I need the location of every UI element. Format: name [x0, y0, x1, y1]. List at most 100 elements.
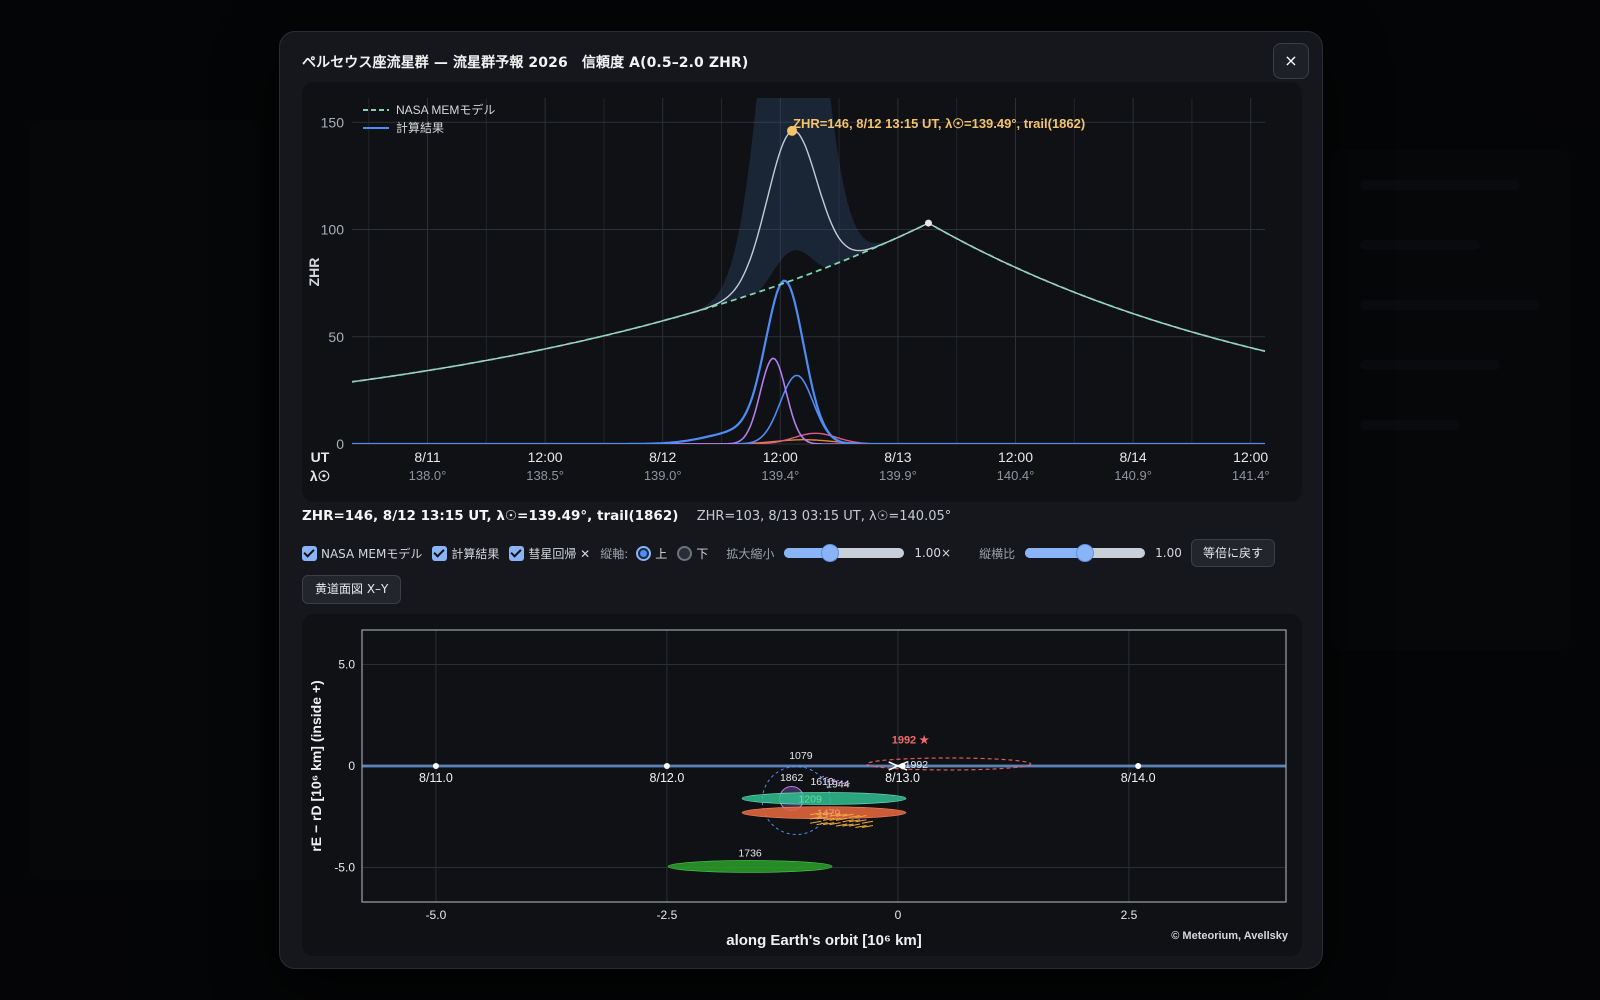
trail-particle: [822, 812, 835, 816]
readout: ZHR=146, 8/12 13:15 UT, λ☉=139.49°, trai…: [302, 508, 951, 524]
x-tick-label-ut: 8/14: [1119, 449, 1146, 465]
cross-marker-icon: [888, 761, 908, 771]
date-marker-dot[interactable]: [1135, 763, 1142, 769]
aspect-value: 1.00: [1155, 546, 1182, 560]
date-marker-dot[interactable]: [899, 763, 906, 769]
date-marker-dot[interactable]: [663, 763, 670, 769]
series-line-trail-a: [352, 357, 1265, 444]
trail-label[interactable]: 1079: [789, 750, 813, 762]
series-line-calc: [352, 279, 1265, 444]
zoom-slider[interactable]: [784, 544, 905, 562]
trail-particle: [848, 815, 861, 819]
trail-particle: [855, 824, 867, 828]
radio-down[interactable]: 下: [677, 545, 708, 562]
x-tick-label-lambda: 140.9°: [1114, 468, 1152, 483]
trail-label[interactable]: 1862: [780, 772, 804, 784]
trail-label[interactable]: 1209: [798, 793, 822, 805]
trail-label[interactable]: 1610: [810, 776, 834, 788]
uncertainty-band: [352, 98, 1265, 382]
zhr-chart-svg[interactable]: 0 50 100 150 8/11 138.0° 12:00 138.5° 8/12 139.0°…: [302, 82, 1302, 502]
radio-label: 下: [696, 546, 709, 561]
aspect-slider-handle[interactable]: [1076, 544, 1095, 562]
checkbox-label: 計算結果: [451, 546, 500, 561]
y-tick-label: 100: [321, 222, 345, 238]
x-axis-label-lambda: λ☉: [310, 468, 330, 484]
zoom-slider-handle[interactable]: [820, 544, 839, 562]
orbit-y-axis-label: rE − rD [10⁶ km] (inside +): [308, 680, 324, 851]
reset-scale-button[interactable]: 等倍に戻す: [1191, 539, 1276, 567]
checkbox-calc-result[interactable]: 計算結果: [432, 545, 499, 562]
y-tick-label: 0: [348, 759, 355, 773]
series-line-total: [352, 129, 1265, 383]
trail-particle: [835, 817, 848, 821]
trail-particle: [842, 819, 854, 823]
series-line-trail-d: [352, 439, 1265, 444]
peak-annotation: ZHR=146, 8/12 13:15 UT, λ☉=139.49°, trai…: [793, 116, 1085, 131]
trail-label[interactable]: 1944: [826, 778, 850, 790]
x-tick-label-ut: 8/12: [649, 449, 676, 465]
checkbox-checked-icon[interactable]: [432, 545, 448, 561]
checkbox-comet-return[interactable]: 彗星回帰 ✕: [509, 545, 590, 562]
trail-label[interactable]: 1992: [905, 759, 929, 771]
trail-particle: [835, 813, 848, 817]
radio-selected-icon[interactable]: [636, 545, 652, 561]
checkbox-label: 彗星回帰 ✕: [528, 546, 591, 561]
y-tick-label: -5.0: [334, 860, 355, 874]
x-tick-label-lambda: 138.0°: [409, 468, 447, 483]
checkbox-nasa-mem[interactable]: NASA MEMモデル: [302, 545, 422, 562]
modal-title: ペルセウス座流星群 — 流星群予報 2026 信頼度 A(0.5–2.0 ZHR…: [302, 55, 749, 71]
x-tick-label-lambda: 138.5°: [526, 468, 564, 483]
x-tick-label-lambda: 139.9°: [879, 468, 917, 483]
trail-label[interactable]: 1736: [738, 847, 762, 859]
x-tick-label-lambda: 139.0°: [644, 468, 682, 483]
trail-particle: [829, 813, 841, 817]
trail-particle: [816, 822, 828, 826]
date-marker-dot[interactable]: [432, 763, 439, 769]
x-tick-label: -5.0: [426, 908, 447, 922]
date-marker-label: 8/13.0: [885, 771, 920, 785]
x-tick-label: 0: [895, 908, 902, 922]
trail-particle: [822, 822, 835, 826]
x-tick-label-ut: 8/11: [414, 449, 440, 465]
trail-particle: [822, 776, 828, 780]
trail-particle: [829, 822, 841, 826]
date-marker-label: 8/11.0: [419, 771, 453, 785]
checkbox-checked-icon[interactable]: [509, 545, 525, 561]
trail-particle: [810, 820, 822, 824]
y-tick-label: 5.0: [338, 658, 355, 672]
series-line-trail-c: [352, 432, 1265, 444]
zhr-legend: NASA MEMモデル 計算結果: [363, 102, 495, 135]
zhr-chart[interactable]: 0 50 100 150 8/11 138.0° 12:00 138.5° 8/12 139.0°…: [302, 82, 1302, 502]
ecliptic-plane-button[interactable]: 黄道面図 X–Y: [302, 575, 402, 604]
checkbox-checked-icon[interactable]: [302, 545, 317, 561]
trail-particle: [829, 817, 841, 821]
trail-label[interactable]: 1479: [817, 808, 841, 820]
peak-marker[interactable]: [787, 125, 798, 136]
trail-particle: [826, 777, 832, 781]
nasa-peak-marker[interactable]: [924, 219, 932, 227]
x-tick-label-ut: 12:00: [763, 449, 798, 465]
y-tick-label: 150: [321, 114, 345, 130]
y-tick-label: 50: [328, 329, 344, 345]
radio-empty-icon[interactable]: [677, 545, 693, 561]
trail-particle: [842, 813, 854, 817]
orbit-plot-frame: [361, 629, 1287, 903]
trail-particle: [855, 815, 867, 819]
zoom-value: 1.00×: [914, 546, 952, 560]
checkbox-label: NASA MEMモデル: [321, 546, 423, 561]
aspect-slider[interactable]: [1025, 544, 1146, 562]
forecast-modal: ペルセウス座流星群 — 流星群予報 2026 信頼度 A(0.5–2.0 ZHR…: [279, 31, 1323, 969]
trail-particle: [833, 779, 839, 783]
orbit-x-axis-label: along Earth's orbit [10⁶ km]: [726, 932, 922, 949]
zoom-label: 拡大縮小: [726, 546, 775, 561]
trail-particle: [861, 820, 874, 824]
legend-label-nasa: NASA MEMモデル: [396, 102, 495, 117]
close-button[interactable]: ×: [1273, 43, 1309, 79]
x-tick-label: 2.5: [1121, 908, 1138, 922]
trail-particle: [848, 823, 861, 827]
orbit-chart[interactable]: 1992 ★ 1079 1862 1610 1944 1209 1479 1736 1992 8/…: [302, 614, 1302, 956]
radio-up[interactable]: 上: [636, 545, 667, 562]
zoom-slider-fill: [784, 548, 830, 558]
x-tick-label-ut: 12:00: [1233, 449, 1268, 465]
